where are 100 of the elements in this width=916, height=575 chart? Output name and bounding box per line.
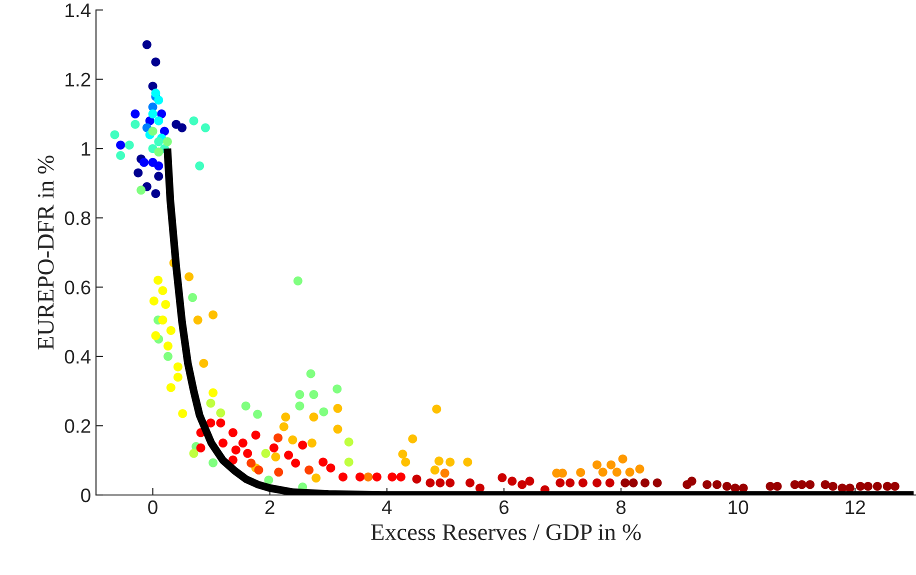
- point: [309, 390, 318, 400]
- y-axis-title: EUREPO-DFR in %: [38, 156, 54, 350]
- point: [525, 476, 534, 486]
- point: [166, 383, 176, 392]
- y-tick-label: 1.4: [66, 4, 91, 18]
- point: [326, 463, 336, 472]
- point: [274, 468, 284, 477]
- point: [124, 140, 134, 150]
- point: [216, 418, 226, 428]
- point: [856, 482, 865, 491]
- point: [295, 401, 304, 410]
- point: [598, 468, 608, 477]
- point: [372, 472, 382, 482]
- point: [253, 410, 262, 419]
- point: [130, 120, 140, 129]
- point: [820, 480, 830, 490]
- point: [241, 401, 250, 410]
- point: [206, 418, 216, 428]
- point: [271, 452, 280, 462]
- point: [605, 478, 614, 488]
- point: [578, 478, 588, 488]
- point: [338, 472, 348, 482]
- x-tick-label: 12: [846, 500, 865, 514]
- point: [149, 296, 158, 306]
- point: [188, 293, 198, 302]
- point: [261, 448, 270, 458]
- point: [161, 300, 170, 309]
- point: [162, 137, 172, 146]
- point: [518, 480, 527, 490]
- point: [307, 438, 316, 448]
- point: [625, 468, 634, 477]
- point: [408, 434, 418, 444]
- point: [228, 428, 238, 438]
- point: [291, 458, 300, 468]
- point: [231, 445, 240, 454]
- point: [295, 390, 304, 400]
- x-tick-label: 0: [148, 500, 158, 514]
- point: [635, 464, 644, 474]
- point: [158, 316, 168, 325]
- point: [309, 412, 318, 422]
- x-tick-label: 2: [265, 500, 274, 514]
- point: [687, 476, 696, 486]
- point: [618, 454, 628, 464]
- point: [166, 326, 176, 335]
- point: [566, 478, 575, 488]
- point: [446, 458, 455, 467]
- point: [151, 331, 160, 340]
- y-tick-label: 0.8: [64, 211, 90, 226]
- point: [243, 448, 252, 458]
- point: [251, 430, 260, 440]
- point: [151, 88, 160, 98]
- point: [890, 482, 900, 491]
- point: [828, 482, 838, 491]
- x-tick-label: 8: [616, 500, 626, 514]
- x-tick-label: 6: [500, 500, 509, 514]
- point: [284, 450, 294, 460]
- point: [116, 151, 126, 160]
- point: [556, 478, 565, 488]
- point: [154, 148, 164, 157]
- point: [200, 123, 210, 132]
- point: [344, 458, 354, 467]
- point: [154, 172, 164, 181]
- point: [612, 468, 622, 477]
- point: [269, 443, 278, 452]
- point: [274, 433, 283, 442]
- point: [208, 310, 218, 320]
- point: [628, 478, 638, 488]
- point: [199, 358, 208, 368]
- point: [148, 126, 158, 136]
- point: [281, 412, 290, 422]
- point: [158, 286, 168, 296]
- point: [498, 473, 507, 482]
- point: [136, 186, 146, 195]
- point: [148, 109, 158, 118]
- point: [652, 478, 662, 488]
- point: [304, 466, 314, 475]
- point: [432, 404, 442, 414]
- point: [189, 448, 198, 458]
- point: [318, 458, 328, 467]
- point: [606, 460, 616, 470]
- point: [154, 276, 163, 285]
- point: [712, 480, 722, 490]
- point: [806, 480, 815, 490]
- point: [218, 438, 228, 448]
- point: [193, 316, 202, 325]
- point: [173, 362, 182, 372]
- point: [446, 478, 455, 488]
- point: [163, 342, 172, 351]
- x-tick-label: 4: [382, 500, 392, 514]
- point: [355, 472, 364, 482]
- point: [332, 384, 342, 394]
- point: [401, 458, 410, 467]
- point: [110, 130, 120, 140]
- point: [434, 456, 444, 466]
- point: [396, 472, 406, 482]
- point: [306, 369, 316, 378]
- point: [279, 422, 288, 432]
- point: [640, 478, 650, 488]
- point: [440, 468, 450, 478]
- y-tick-label: 0.2: [64, 419, 90, 433]
